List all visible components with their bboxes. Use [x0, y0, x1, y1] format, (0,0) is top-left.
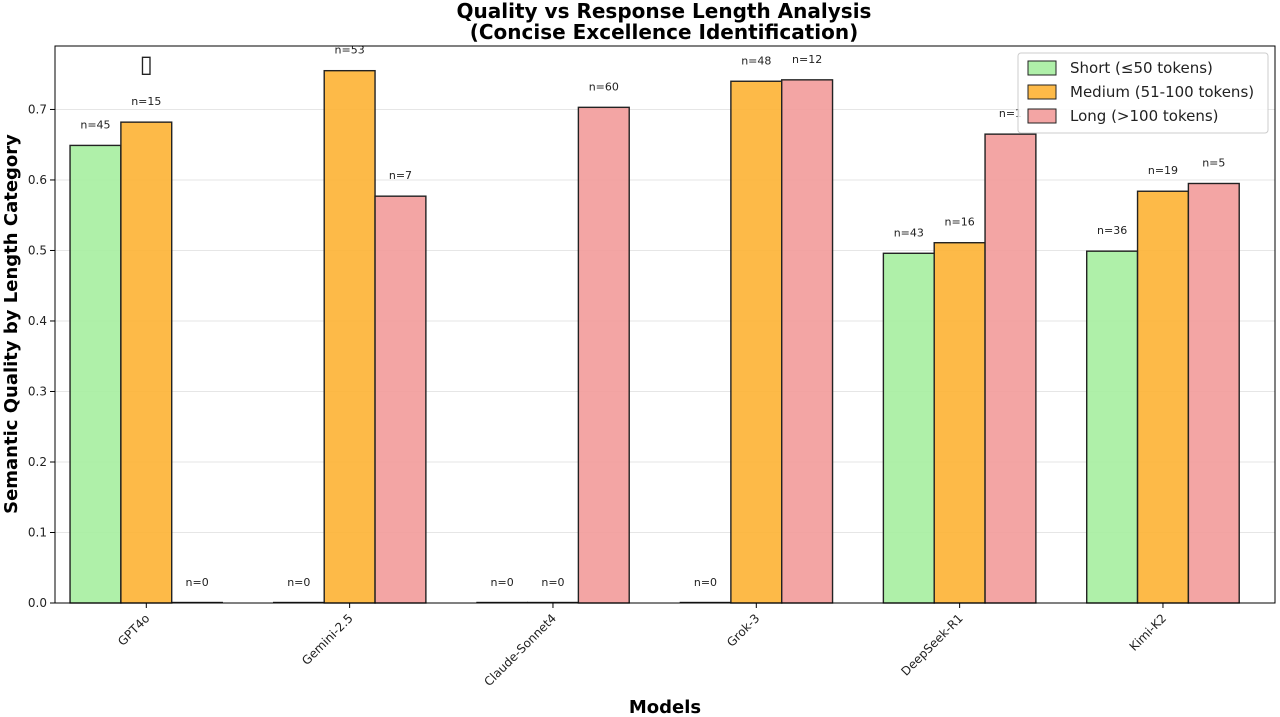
plot-frame [54, 45, 1276, 604]
count-label: n=60 [589, 80, 619, 93]
bar [781, 79, 834, 604]
legend-swatch [1027, 108, 1057, 124]
y-axis-label: Semantic Quality by Length Category [1, 134, 22, 514]
count-label: n=1 [999, 107, 1022, 120]
bar [69, 144, 122, 604]
x-tick-label: Grok-3 [724, 611, 762, 649]
bar [933, 242, 986, 604]
x-tick-label: Gemini-2.5 [299, 611, 356, 668]
count-label: n=16 [945, 216, 975, 229]
annotation-marker: ▯ [140, 50, 153, 78]
y-tick-label: 0.2 [28, 455, 47, 469]
legend: Short (≤50 tokens) Medium (51-100 tokens)… [1017, 52, 1269, 134]
legend-swatch [1027, 60, 1057, 76]
chart-subtitle: (Concise Excellence Identification) [470, 20, 859, 44]
annotations: ▯ [140, 50, 153, 78]
count-label: n=12 [792, 53, 822, 66]
count-label: n=15 [131, 95, 161, 108]
count-label: n=5 [1202, 156, 1225, 169]
y-tick-label: 0.0 [28, 596, 47, 610]
count-label: n=0 [541, 576, 564, 589]
bar [1086, 250, 1139, 604]
y-tick-label: 0.3 [28, 384, 47, 398]
count-label: n=53 [335, 44, 365, 57]
bar [577, 106, 630, 604]
bar [1136, 190, 1190, 604]
y-axis-ticks: 0.0 0.1 0.2 0.3 0.4 0.5 0.6 0.7 [28, 102, 55, 610]
x-tick-label: DeepSeek-R1 [898, 611, 965, 678]
chart-title: Quality vs Response Length Analysis [457, 0, 872, 23]
bar [323, 69, 376, 604]
legend-label: Short (≤50 tokens) [1070, 59, 1213, 77]
x-axis-ticks: GPT4o Gemini-2.5 Claude-Sonnet4 Grok-3 DeepS… [115, 603, 1169, 689]
count-labels: n=45 n=15 n=0 n=0 n=53 n=7 n=0 n=0 n=60 n=0 n=48 n=… [80, 44, 1225, 589]
y-tick-label: 0.5 [28, 243, 47, 257]
legend-swatch [1027, 84, 1057, 100]
count-label: n=0 [287, 576, 310, 589]
bar [984, 133, 1037, 604]
legend-label: Medium (51-100 tokens) [1070, 83, 1254, 101]
x-tick-label: Claude-Sonnet4 [481, 611, 559, 689]
y-tick-label: 0.4 [28, 314, 47, 328]
bar [730, 80, 783, 604]
bar [120, 121, 173, 604]
count-label: n=0 [491, 576, 514, 589]
x-tick-label: GPT4o [115, 611, 152, 648]
legend-label: Long (>100 tokens) [1070, 107, 1219, 125]
legend-box [1017, 52, 1269, 134]
count-label: n=48 [741, 54, 771, 67]
count-label: n=45 [80, 118, 110, 131]
count-label: n=0 [694, 576, 717, 589]
count-label: n=43 [894, 226, 924, 239]
bar [882, 252, 935, 604]
bar [374, 195, 427, 604]
x-axis-label: Models [629, 697, 701, 717]
y-tick-label: 0.6 [28, 173, 47, 187]
count-label: n=7 [389, 169, 412, 182]
count-label: n=36 [1097, 224, 1127, 237]
bars [69, 69, 1240, 604]
bar [1187, 182, 1240, 604]
count-label: n=0 [186, 576, 209, 589]
x-tick-label: Kimi-K2 [1127, 611, 1169, 653]
y-tick-label: 0.7 [28, 102, 47, 116]
y-tick-label: 0.1 [28, 525, 47, 539]
count-label: n=19 [1148, 164, 1178, 177]
